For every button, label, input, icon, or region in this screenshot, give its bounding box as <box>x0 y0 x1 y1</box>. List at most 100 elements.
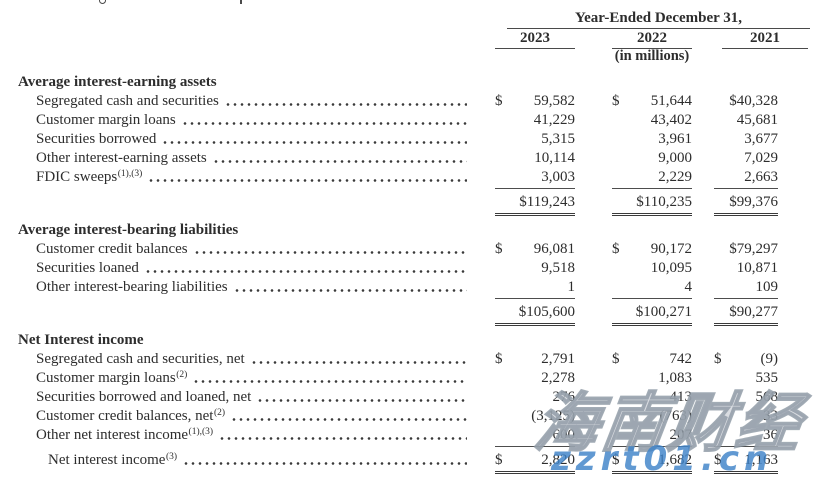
value-cell-2022: 207 <box>612 427 692 447</box>
footnote-marker: (1),(3) <box>117 169 143 179</box>
currency-symbol: $ <box>495 351 503 367</box>
value-cell-2022: $1,682 <box>612 452 692 474</box>
cell-value: 2,278 <box>541 370 575 386</box>
table-row: Other interest-earning assets 10,114 9,000… <box>18 150 778 169</box>
value-cell-2021: $99,376 <box>714 194 778 216</box>
currency-symbol: $ <box>495 241 503 257</box>
row-label: Customer credit balances, net (2) <box>18 408 495 425</box>
value-cell-2023: $119,243 <box>495 194 575 216</box>
cell-value: (763) <box>659 408 693 424</box>
value-cell-2021: 109 <box>714 279 778 299</box>
currency-symbol: $ <box>495 452 503 468</box>
cell-value: $105,600 <box>518 304 575 320</box>
row-label-text: Other net interest income <box>36 427 189 443</box>
cell-value: 7,029 <box>744 150 778 166</box>
year-column-header-2021: 2021 <box>722 29 808 49</box>
row-label: Other interest-earning assets <box>18 150 495 167</box>
row-label: Customer margin loans <box>18 112 495 129</box>
value-cell-2022: $90,172 <box>612 241 692 258</box>
section-title-row: Net Interest income <box>18 332 778 351</box>
dot-leader <box>184 461 467 466</box>
cell-value: 5,315 <box>541 131 575 147</box>
value-cell-2022: 10,095 <box>612 260 692 277</box>
financial-table: Average interest-earning assets Segregate… <box>0 74 827 474</box>
row-label-text: Customer margin loans <box>36 112 176 128</box>
cell-value: 600 <box>552 427 576 443</box>
dot-leader <box>194 379 467 384</box>
row-label: Securities borrowed and loaned, net <box>18 389 495 406</box>
table-section: Average interest-earning assets Segregate… <box>18 74 778 216</box>
dot-leader <box>232 417 467 422</box>
row-label-text: FDIC sweeps <box>36 169 118 185</box>
cell-value: 10,871 <box>736 260 778 276</box>
value-cell-2023: 2,278 <box>495 370 575 387</box>
cell-value: (3,125) <box>531 408 575 424</box>
cell-value: $40,328 <box>729 93 778 109</box>
row-label-text: Segregated cash and securities <box>36 93 219 109</box>
cell-value: 41,229 <box>533 112 575 128</box>
value-cell-2023: $105,600 <box>495 304 575 326</box>
table-row: Customer credit balances, net (2) (3,125) (… <box>18 408 778 427</box>
cell-value: 2,791 <box>541 351 575 367</box>
currency-symbol: $ <box>714 452 722 468</box>
cell-value: 568 <box>755 389 779 405</box>
cell-value: 4 <box>684 279 693 295</box>
row-label: Customer margin loans (2) <box>18 370 495 387</box>
row-label: FDIC sweeps (1),(3) <box>18 169 495 186</box>
cell-value: 3,961 <box>658 131 692 147</box>
cell-value: 33 <box>763 408 778 424</box>
table-row: Other interest-bearing liabilities 1 4 109 <box>18 279 778 300</box>
cell-value: (9) <box>760 351 779 367</box>
value-cell-2021: 3,677 <box>714 131 778 148</box>
cell-value: 10,095 <box>650 260 692 276</box>
row-label: Securities loaned <box>18 260 495 277</box>
row-label: Segregated cash and securities, net <box>18 351 495 368</box>
value-cell-2023: 5,315 <box>495 131 575 148</box>
row-label-text: Other interest-bearing liabilities <box>36 279 228 295</box>
table-section: Average interest-bearing liabilities Cust… <box>18 222 778 326</box>
value-cell-2022: 3,961 <box>612 131 692 148</box>
value-cell-2022: $51,644 <box>612 93 692 110</box>
currency-symbol: $ <box>612 241 620 257</box>
cell-value: $79,297 <box>729 241 778 257</box>
dot-leader <box>234 288 467 293</box>
table-row: Customer margin loans (2) 2,278 1,083 535 <box>18 370 778 389</box>
value-cell-2023: 276 <box>495 389 576 406</box>
dot-leader <box>213 159 467 164</box>
unit-note: (in millions) <box>614 48 690 64</box>
row-label-text: Net interest income <box>48 452 166 468</box>
section-title: Average interest-bearing liabilities <box>18 222 778 239</box>
table-section: Net Interest income Segregated cash and s… <box>18 332 778 474</box>
grand-total-row: Net interest income (3) $2,820 $1,682 $1,163 <box>18 448 778 474</box>
table-row: Other net interest income (1),(3) 600 207 36 <box>18 427 778 448</box>
section-total-row: $119,243 $110,235 $99,376 <box>18 190 778 216</box>
footnote-marker: (1),(3) <box>188 427 214 437</box>
row-label-text: Customer credit balances <box>36 241 188 257</box>
table-row: Securities loaned 9,518 10,095 10,871 <box>18 260 778 279</box>
cell-value: 109 <box>755 279 779 295</box>
value-cell-2023: $2,791 <box>495 351 575 368</box>
cell-value: 3,003 <box>541 169 575 185</box>
cell-value: $100,271 <box>635 304 692 320</box>
cell-value: 1,083 <box>658 370 692 386</box>
currency-symbol: $ <box>714 351 722 367</box>
cell-value: 1,163 <box>744 452 778 468</box>
row-label-text: Customer margin loans <box>36 370 176 386</box>
dot-leader <box>182 121 467 126</box>
cell-value: 1,682 <box>658 452 692 468</box>
section-title-text: Net Interest income <box>18 332 144 348</box>
value-cell-2022: 4 <box>612 279 692 299</box>
cell-value: 90,172 <box>650 241 692 257</box>
dot-leader <box>225 102 467 107</box>
value-cell-2021: $40,328 <box>714 93 778 110</box>
section-title-row: Average interest-earning assets <box>18 74 778 93</box>
cell-value: 276 <box>552 389 576 405</box>
value-cell-2022: $100,271 <box>612 304 692 326</box>
currency-symbol: $ <box>612 93 620 109</box>
row-label: Net interest income (3) <box>18 452 495 469</box>
table-row: Segregated cash and securities, net $2,79… <box>18 351 778 370</box>
value-cell-2021: 36 <box>714 427 778 447</box>
row-label-text: Segregated cash and securities, net <box>36 351 245 367</box>
table-row: FDIC sweeps (1),(3) 3,003 2,229 2,663 <box>18 169 778 190</box>
value-cell-2023: (3,125) <box>495 408 575 425</box>
